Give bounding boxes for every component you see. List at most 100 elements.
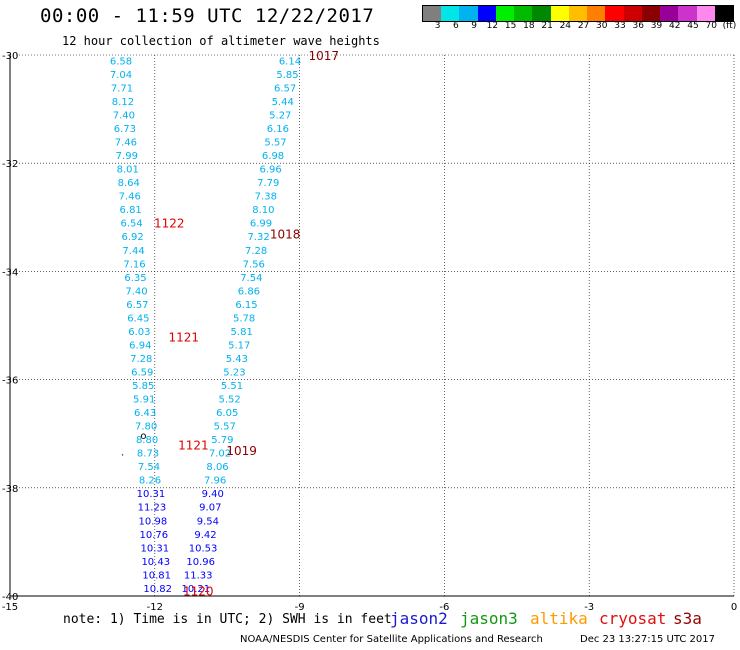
legend-label: 18 [523,21,535,31]
footer-credit: NOAA/NESDIS Center for Satellite Applica… [240,634,543,645]
wave-height-value: 5.27 [269,111,291,122]
wave-height-value: 11.23 [138,503,167,514]
wave-height-value: 9.07 [199,503,221,514]
wave-height-value: 5.23 [223,367,245,378]
color-legend-labels: 3 6 9 12 15 18 21 24 27 30 33 36 39 42 45 70 (ft) [422,21,738,33]
legend-swatch [459,6,478,21]
wave-height-value: 5.51 [221,381,243,392]
color-legend [422,5,734,22]
wave-height-value: 6.86 [238,286,260,297]
page-subtitle: 12 hour collection of altimeter wave hei… [62,34,380,48]
legend-swatch [495,6,515,21]
wave-height-value: 7.16 [123,259,145,270]
legend-label: 45 [687,21,699,31]
units-note: note: 1) Time is in UTC; 2) SWH is in fe… [63,612,392,627]
wave-height-value: 7.99 [116,151,138,162]
latitude-tick-label: -40 [2,592,18,603]
legend-swatch [441,6,460,21]
longitude-tick-label: -3 [584,602,594,613]
wave-height-value: 6.99 [250,219,272,230]
latitude-tick-label: -38 [2,484,18,495]
legend-label: 42 [669,21,681,31]
legend-swatch [587,6,606,21]
wave-height-value: 10.96 [186,557,215,568]
satellite-label-cryosat: cryosat [599,609,667,628]
wave-height-value: 10.31 [140,543,169,554]
wave-height-value: 6.54 [120,219,142,230]
wave-height-value: 8.26 [139,476,161,487]
wave-height-value: 7.28 [245,246,267,257]
longitude-tick-label: -9 [295,602,305,613]
legend-swatch [514,6,533,21]
wave-height-value: 10.53 [189,543,218,554]
wave-height-value: 8.80 [136,435,158,446]
legend-swatch [605,6,624,21]
wave-height-value: 10.81 [142,570,171,581]
legend-label: 36 [632,21,644,31]
wave-height-value: 7.02 [209,449,231,460]
latitude-tick-label: -36 [2,376,18,387]
wave-height-value: 6.73 [114,124,136,135]
wave-height-value: 7.46 [115,138,137,149]
legend-label: (ft) [722,21,737,31]
wave-height-value: 9.54 [197,516,219,527]
wave-height-value: 7.32 [247,232,269,243]
legend-swatch [660,6,679,21]
wave-height-value: 7.80 [135,422,157,433]
legend-swatch [532,6,551,21]
legend-swatch [423,6,442,21]
wave-height-value: 10.31 [137,489,166,500]
wave-height-value: 7.44 [122,246,144,257]
wave-height-value: 7.54 [240,273,262,284]
legend-label: 12 [486,21,499,31]
wave-height-value: 11.33 [184,570,213,581]
wave-height-value: 6.57 [274,83,296,94]
pass-number-label: 1019 [226,444,257,458]
pass-number-label: 1122 [154,217,185,231]
wave-height-value: 6.45 [127,313,149,324]
wave-height-value: 8.06 [206,462,228,473]
wave-height-value: 7.79 [257,178,279,189]
wave-height-value: 7.46 [119,192,141,203]
legend-label: 33 [614,21,626,31]
wave-height-value: 5.43 [226,354,248,365]
wave-height-value: 5.79 [211,435,233,446]
wave-height-value: 10.98 [139,516,168,527]
legend-swatch [477,6,496,21]
latitude-tick-label: -30 [2,51,18,62]
legend-swatch [696,6,715,21]
legend-swatch [550,6,569,21]
wave-height-value: 5.57 [264,138,286,149]
latitude-tick-label: -34 [2,267,18,278]
wave-height-value: 5.17 [228,340,250,351]
wave-height-value: 6.81 [120,205,142,216]
legend-swatch [714,6,733,21]
legend-label: 24 [559,21,572,31]
wave-height-value: 6.15 [235,300,257,311]
legend-label: 9 [471,21,478,31]
wave-height-value: 6.94 [129,340,151,351]
wave-height-value: 7.96 [204,476,226,487]
wave-height-value: 5.57 [214,422,236,433]
satellite-label-jason3: jason3 [460,609,518,628]
wave-height-value: 7.28 [130,354,152,365]
satellite-label-altika: altika [530,609,588,628]
wave-height-value: 6.59 [131,367,153,378]
wave-height-value: 8.12 [112,97,134,108]
wave-height-value: 7.40 [125,286,147,297]
wave-height-value: 6.58 [110,56,132,67]
wave-height-value: 5.52 [218,395,240,406]
legend-swatch [568,6,588,21]
legend-swatch [623,6,642,21]
wave-height-value: 10.43 [141,557,170,568]
legend-label: 6 [453,21,459,31]
wave-height-value: 7.54 [138,462,160,473]
legend-label: 39 [650,21,663,31]
pass-number-label: 1120 [183,585,214,599]
footer-timestamp: Dec 23 13:27:15 UTC 2017 [580,634,715,645]
pass-number-label: 1018 [270,228,301,242]
wave-height-value: 6.16 [267,124,289,135]
wave-height-value: 9.40 [202,489,224,500]
latitude-tick-label: -32 [2,159,18,170]
